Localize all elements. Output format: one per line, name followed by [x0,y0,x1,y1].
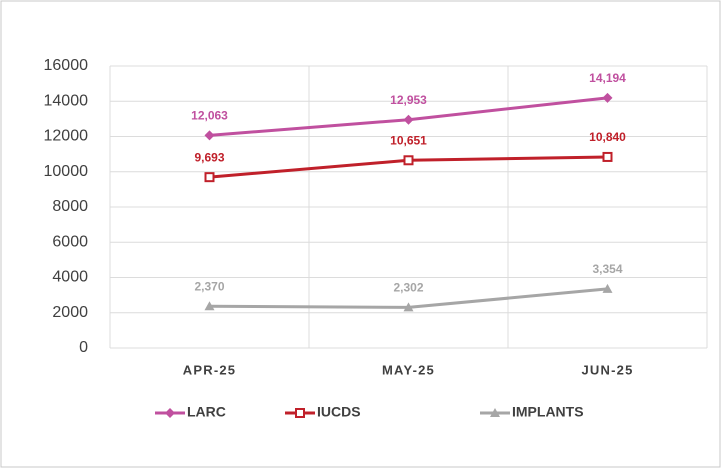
marker [403,302,414,312]
legend-marker [165,408,175,418]
value-label: 10,840 [589,130,626,144]
y-tick-label: 14000 [44,92,89,109]
marker [602,92,613,103]
value-label: 9,693 [194,150,224,164]
legend-marker [490,408,500,417]
value-label: 12,063 [191,109,228,123]
y-tick-label: 16000 [44,57,89,74]
value-label: 14,194 [589,71,626,85]
value-label: 2,302 [393,281,423,295]
legend-label: IUCDS [317,404,361,420]
y-tick-label: 12000 [44,128,89,145]
value-label: 12,953 [390,93,427,107]
legend-marker [295,408,305,418]
y-tick-label: 6000 [52,233,88,250]
marker [204,172,215,183]
x-tick-label: JUN-25 [582,362,634,377]
marker [204,301,215,311]
value-label: 10,651 [390,133,427,147]
value-label: 2,370 [194,279,224,293]
marker [403,114,414,125]
marker [403,155,414,166]
y-tick-label: 8000 [52,198,88,215]
y-tick-label: 2000 [52,304,88,321]
x-tick-label: MAY-25 [382,362,435,377]
y-tick-label: 10000 [44,163,89,180]
y-tick-label: 0 [79,339,88,356]
value-label: 3,354 [592,262,622,276]
marker [602,151,613,162]
marker [204,130,215,141]
legend-label: IMPLANTS [512,404,584,420]
y-tick-label: 4000 [52,269,88,286]
legend-label: LARC [187,404,226,420]
marker [602,283,613,293]
x-tick-label: APR-25 [183,362,236,377]
